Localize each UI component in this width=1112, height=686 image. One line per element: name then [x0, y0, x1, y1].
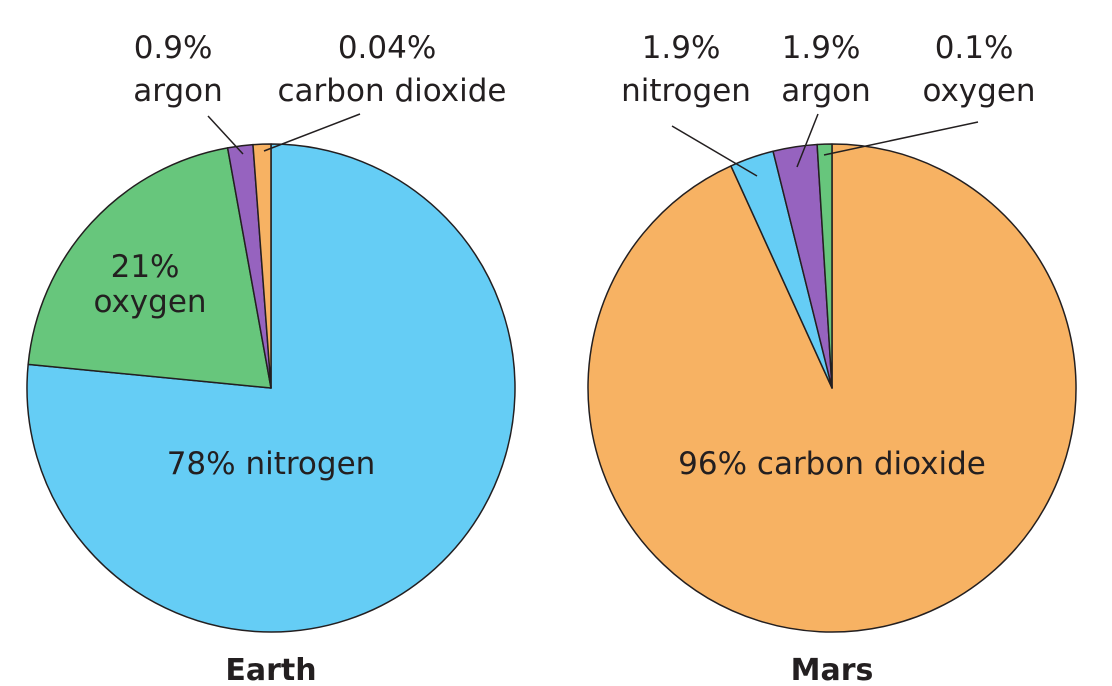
earth-argon-pct: 0.9% [134, 30, 213, 66]
mars-slice-oxygen [816, 143, 833, 389]
mars-oxygen-name: oxygen [922, 73, 1035, 109]
earth-slice-carbon-dioxide [252, 143, 272, 389]
mars-argon-label: 1.9% argon [781, 30, 871, 109]
earth-slice-nitrogen [26, 143, 516, 633]
mars-argon-pct: 1.9% [782, 30, 861, 66]
mars-nitrogen-leader [671, 125, 758, 177]
mars-nitrogen-pct: 1.9% [642, 30, 721, 66]
earth-co2-name: carbon dioxide [278, 73, 507, 109]
mars-nitrogen-name: nitrogen [621, 73, 751, 109]
earth-oxygen-label: 21% oxygen [93, 249, 206, 320]
earth-title: Earth [225, 653, 316, 686]
earth-nitrogen-label: 78% nitrogen [167, 446, 376, 482]
mars-pie: 96% carbon dioxide 1.9% nitrogen 1.9% ar… [587, 30, 1077, 686]
mars-oxygen-label: 0.1% oxygen [922, 30, 1035, 109]
mars-oxygen-pct: 0.1% [935, 30, 1014, 66]
earth-oxygen-pct: 21% [111, 249, 180, 285]
earth-co2-pct: 0.04% [338, 30, 436, 66]
earth-argon-leader [207, 115, 244, 155]
earth-argon-name: argon [133, 73, 223, 109]
mars-argon-name: argon [781, 73, 871, 109]
mars-title: Mars [791, 653, 874, 686]
mars-co2-label: 96% carbon dioxide [678, 446, 986, 482]
earth-argon-label: 0.9% argon [133, 30, 223, 109]
earth-slice-oxygen [27, 147, 272, 389]
earth-co2-leader [263, 113, 361, 152]
earth-oxygen-name: oxygen [93, 284, 206, 320]
earth-pie: 78% nitrogen 21% oxygen 0.9% argon 0.04%… [26, 30, 516, 686]
earth-co2-label: 0.04% carbon dioxide [278, 30, 507, 109]
mars-argon-leader [796, 113, 819, 168]
mars-nitrogen-label: 1.9% nitrogen [621, 30, 751, 109]
mars-oxygen-leader [823, 121, 979, 156]
